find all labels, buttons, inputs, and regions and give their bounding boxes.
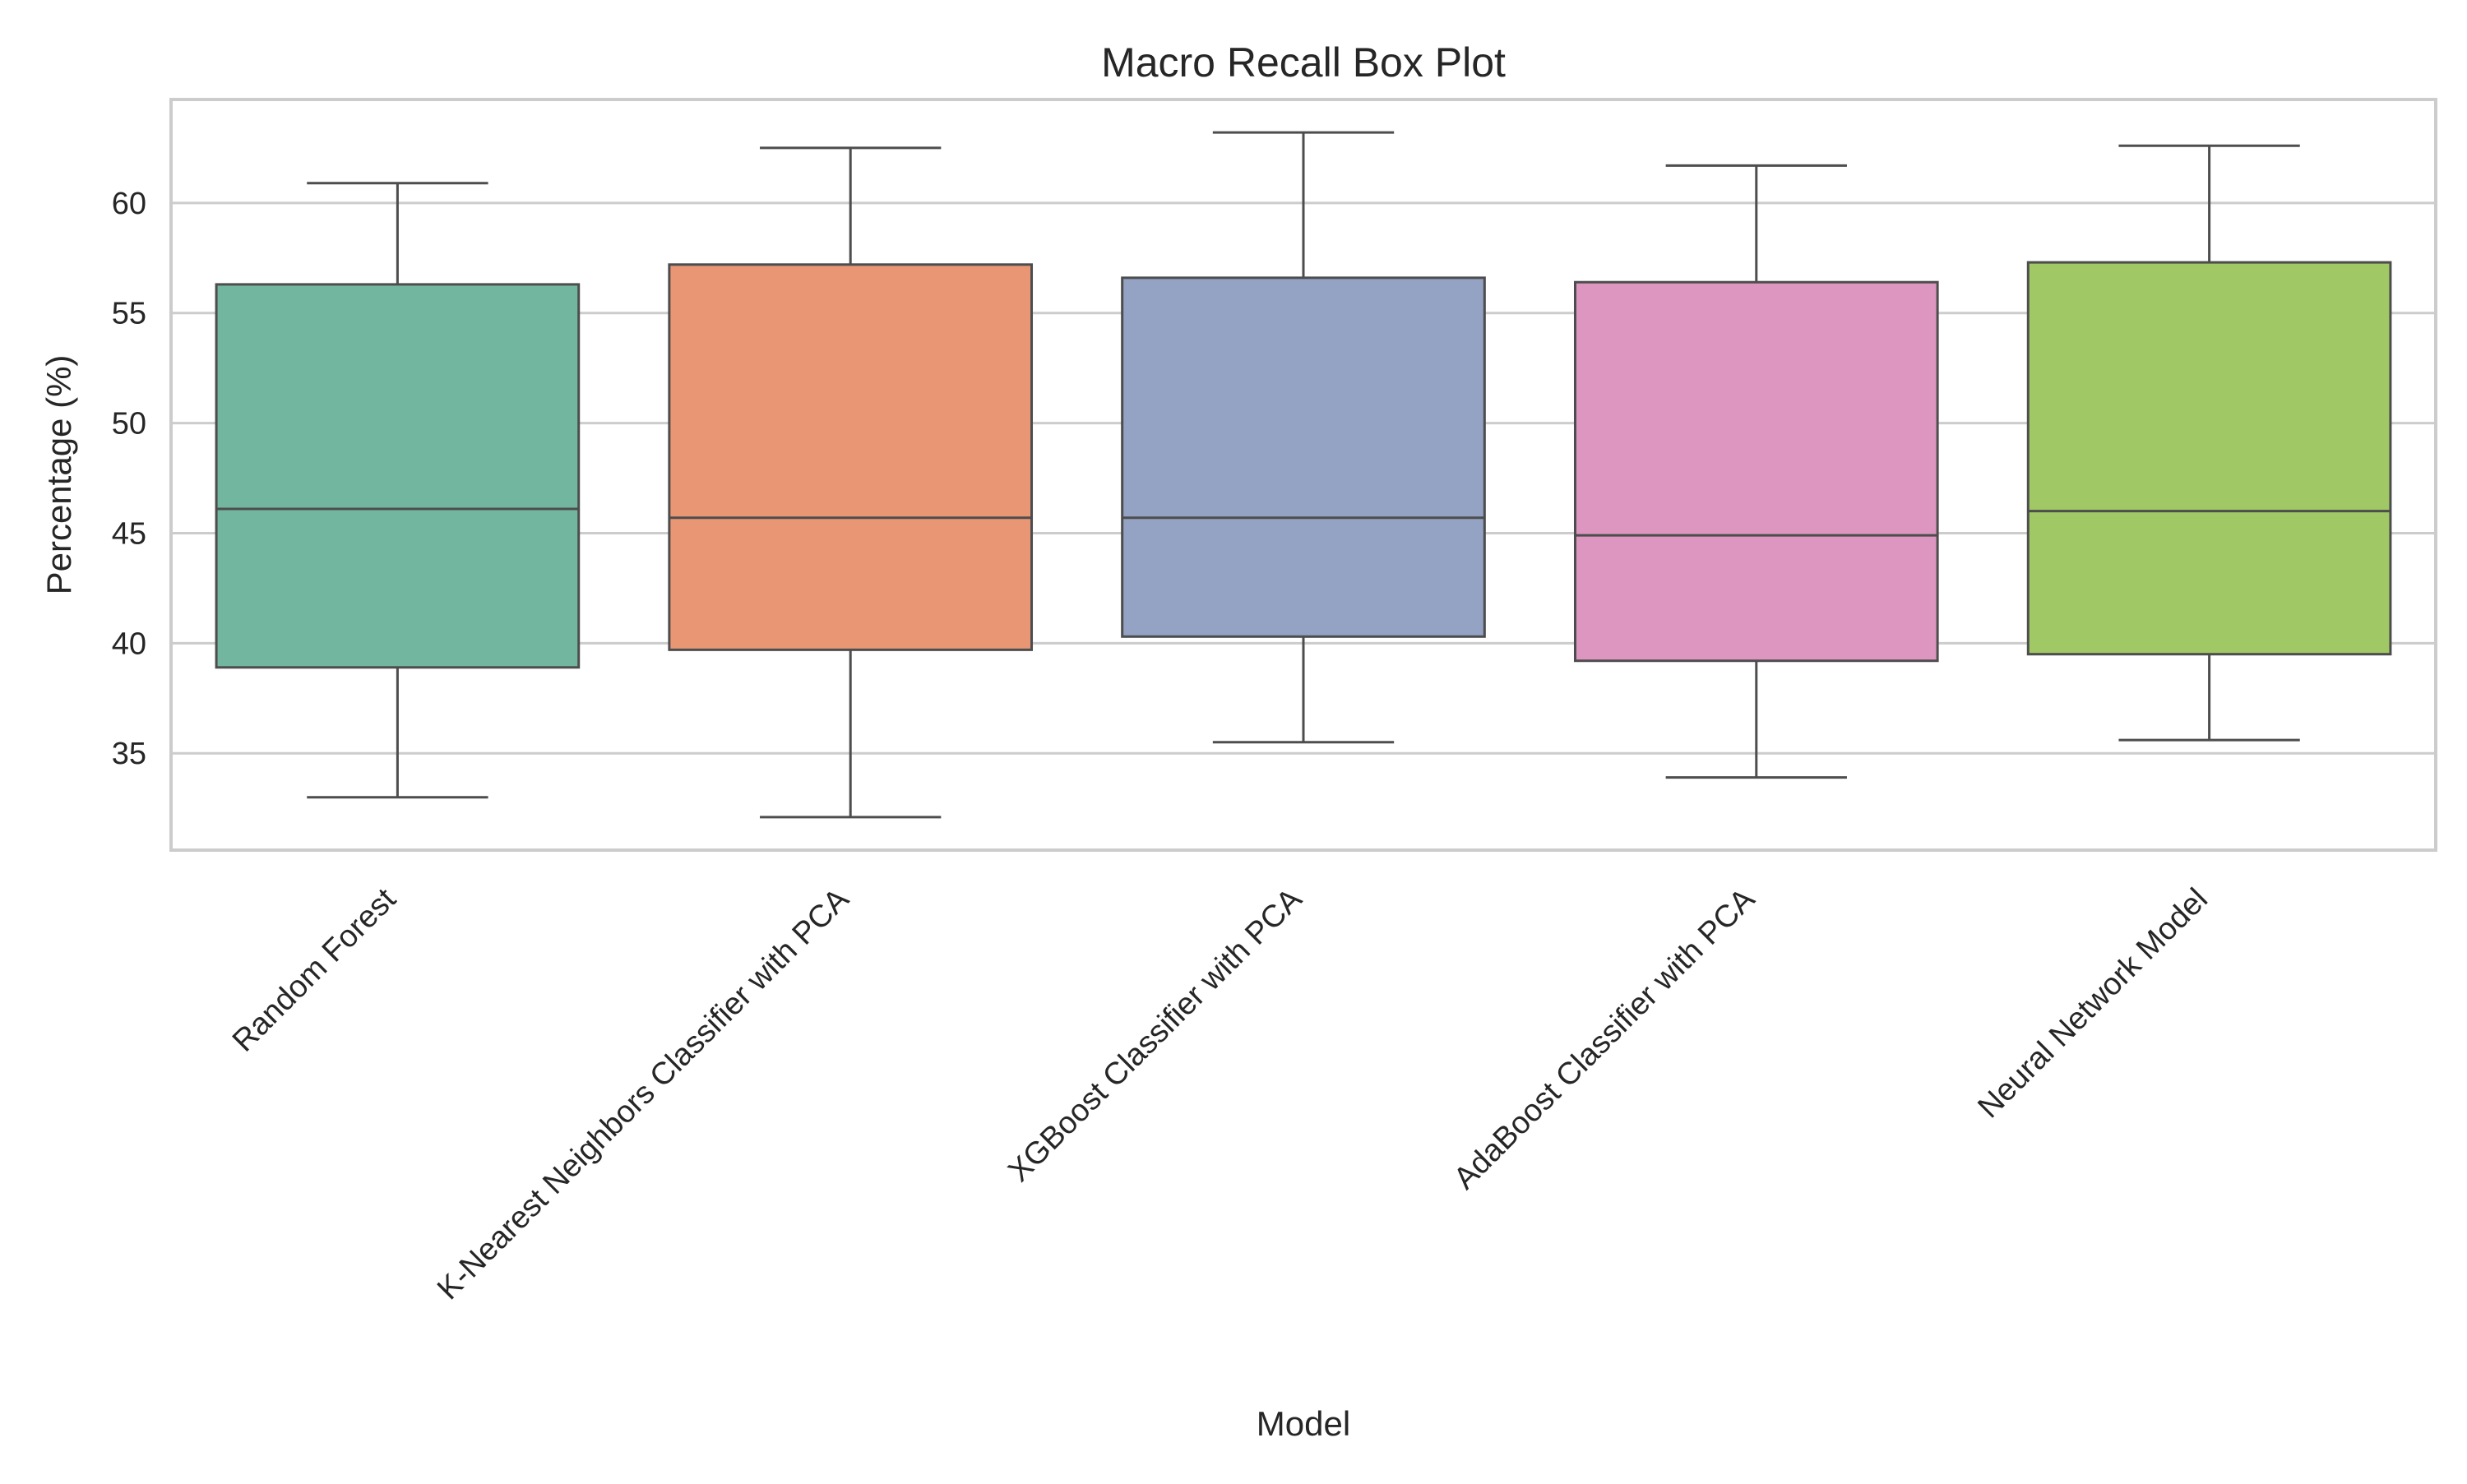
box-iqr [1573, 280, 1939, 663]
y-axis-title: Percentage (%) [39, 355, 78, 595]
y-tick-label: 40 [112, 626, 146, 661]
y-tick-label: 55 [112, 297, 146, 331]
box-group [215, 182, 581, 799]
y-tick-label: 60 [112, 187, 146, 221]
box-group [1121, 131, 1486, 744]
box-iqr [1121, 276, 1486, 638]
box-iqr [2026, 261, 2392, 656]
box-group [2026, 144, 2392, 742]
box-group [668, 146, 1034, 819]
y-tick-label: 50 [112, 407, 146, 442]
plot-frame [169, 98, 2437, 852]
y-tick-labels: 35 40 45 50 55 60 [112, 187, 146, 771]
y-tick-label: 35 [112, 737, 146, 771]
box-group [1573, 164, 1939, 779]
y-tick-label: 45 [112, 516, 146, 551]
x-axis-title: Model [1257, 1404, 1350, 1443]
box-iqr [215, 283, 581, 669]
boxes [215, 131, 2392, 819]
box-iqr [668, 263, 1034, 651]
chart-title: Macro Recall Box Plot [1101, 39, 1506, 86]
